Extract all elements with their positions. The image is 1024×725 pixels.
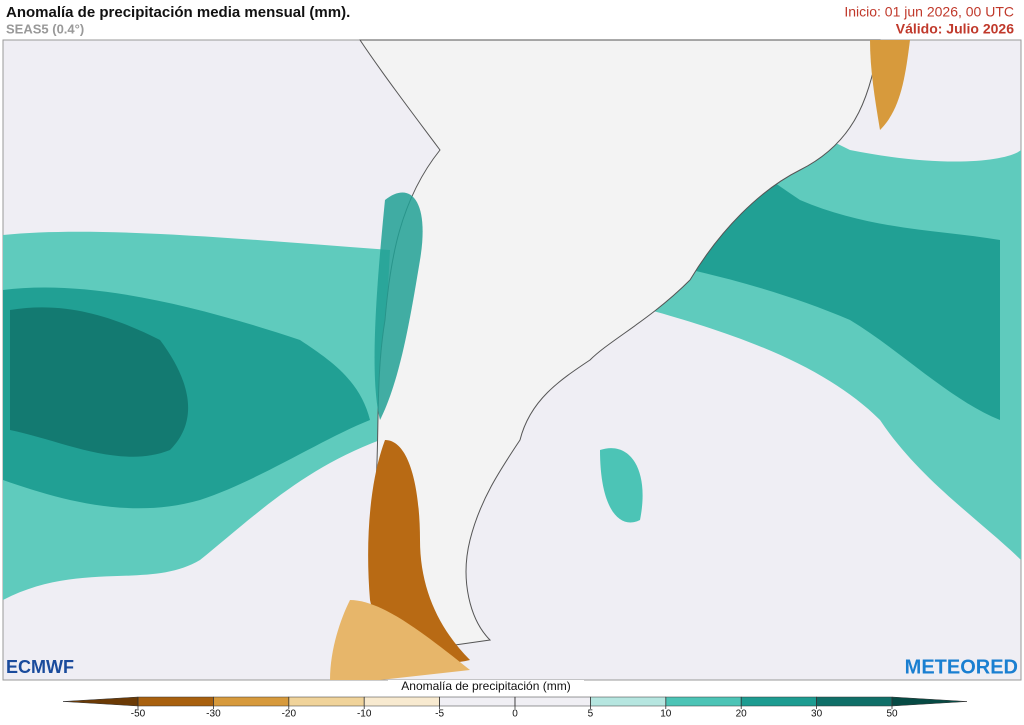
colorbar-segment [439, 696, 516, 707]
map [2, 39, 1022, 681]
colorbar: -50 -30 -20 -10 -5 0 5 10 20 30 50 [62, 696, 968, 720]
colorbar-tick-label: -20 [282, 709, 297, 720]
colorbar-segment [590, 696, 667, 707]
colorbar-extension [62, 696, 139, 707]
colorbar-segment [740, 696, 817, 707]
ecmwf-logo: ECMWF [6, 657, 74, 677]
colorbar-tick-label: 30 [811, 709, 823, 720]
colorbar-segment [665, 696, 742, 707]
colorbar-segment [514, 696, 591, 707]
title: Anomalía de precipitación media mensual … [6, 4, 350, 21]
colorbar-tick-label: 20 [736, 709, 748, 720]
colorbar-segment [213, 696, 290, 707]
colorbar-segment [288, 696, 365, 707]
colorbar-tick-label: -5 [435, 709, 444, 720]
colorbar-tick-label: 10 [660, 709, 672, 720]
colorbar-tick-label: -10 [357, 709, 372, 720]
meteored-logo: METEORED [905, 656, 1018, 678]
colorbar-segment [137, 696, 214, 707]
colorbar-segment [363, 696, 440, 707]
colorbar-tick-label: 0 [512, 709, 518, 720]
colorbar-tick-label: -30 [206, 709, 221, 720]
colorbar-tick-label: 50 [886, 709, 898, 720]
colorbar-extension [891, 696, 968, 707]
colorbar-label: Anomalía de precipitación (mm) [401, 679, 570, 693]
valid-date: Válido: Julio 2026 [896, 21, 1014, 37]
subtitle: SEAS5 (0.4°) [6, 21, 84, 36]
colorbar-tick-label: -50 [131, 709, 146, 720]
colorbar-segment [816, 696, 893, 707]
init-date: Inicio: 01 jun 2026, 00 UTC [844, 4, 1014, 20]
colorbar-tick-label: 5 [588, 709, 594, 720]
colorbar-label-bg [388, 680, 584, 694]
